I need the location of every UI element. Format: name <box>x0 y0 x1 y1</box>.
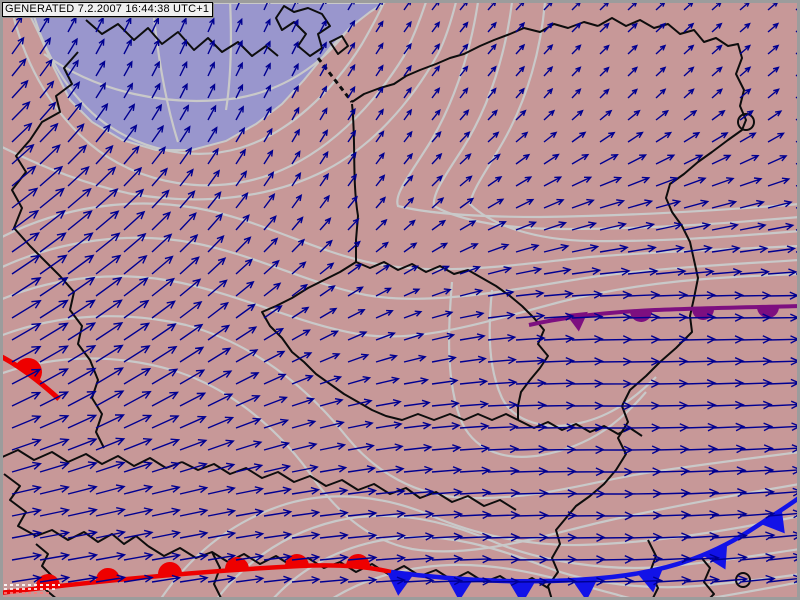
country-border <box>351 21 599 103</box>
occluded-front-line <box>528 304 797 327</box>
isobar-contour <box>3 315 797 500</box>
warm-front-line <box>3 563 392 595</box>
isobar-contour <box>273 535 797 597</box>
watermark <box>4 584 62 595</box>
isobar-contour <box>396 3 797 219</box>
cold-front-symbol <box>509 582 535 597</box>
isobar-contour <box>43 31 347 103</box>
warm-front-symbol <box>346 554 370 567</box>
isobar-contour <box>3 3 457 201</box>
occluded-front-symbol <box>630 310 652 322</box>
country-border <box>737 113 755 131</box>
cold-front-symbol <box>571 578 598 597</box>
country-border <box>275 5 349 57</box>
sea-border-dashed <box>316 57 354 103</box>
country-border <box>261 103 549 421</box>
cold-front-symbol <box>447 578 474 597</box>
warm-front-symbol <box>158 562 182 575</box>
isobar-contour <box>468 3 797 243</box>
country-border <box>3 449 183 469</box>
isobar-contour <box>332 563 631 597</box>
country-border <box>3 473 149 547</box>
isobar-contour <box>710 581 797 597</box>
isobar-contour <box>447 281 647 458</box>
isobar-contour <box>29 3 385 155</box>
country-border <box>547 17 747 597</box>
isobar-contour <box>3 202 797 271</box>
warm-front-symbol <box>96 568 120 582</box>
cold-front-symbol <box>387 572 414 596</box>
occluded-front-symbol <box>757 306 779 318</box>
isobar-contour <box>3 236 797 300</box>
generated-timestamp-label: GENERATED 7.2.2007 16:44:38 UTC+1 <box>2 2 214 17</box>
wind-arrows-layer <box>11 3 797 587</box>
warm-front-symbol <box>225 557 249 570</box>
isobar-contour <box>3 357 797 553</box>
wind-arrow-field <box>11 3 797 587</box>
country-border <box>11 51 105 449</box>
isobar-contour <box>217 514 797 597</box>
